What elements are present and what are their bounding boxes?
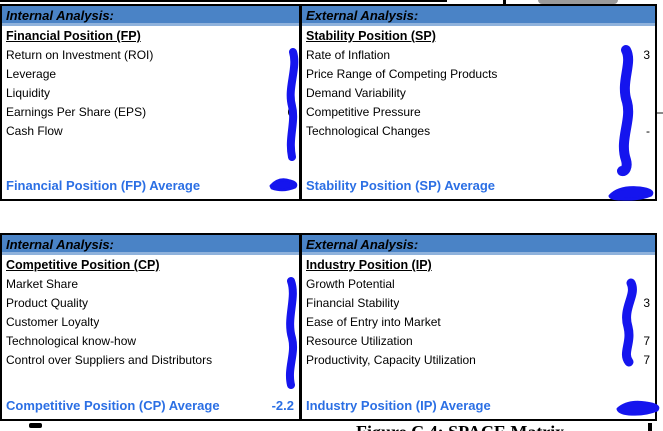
quadrant-industry-position: External Analysis: Industry Position (IP… [302, 235, 655, 419]
factor-value: 3 [643, 48, 650, 62]
factor-value [636, 65, 650, 84]
factor-label: Technological know-how [6, 334, 137, 348]
quadrant-competitive-position: Internal Analysis: Competitive Position … [2, 235, 302, 419]
factor-value: 3 [643, 296, 650, 310]
factor-value: - [290, 334, 294, 348]
fp-subheader: Financial Position (FP) [6, 29, 141, 43]
factor-label: Growth Potential [306, 277, 395, 291]
ip-subheader: Industry Position (IP) [306, 258, 432, 272]
factor-value: - [290, 296, 294, 310]
clipped-scrollbar-fragment [538, 0, 618, 4]
factor-row: Leverage [6, 65, 294, 84]
factor-row: Market Share - [6, 275, 294, 294]
factor-row: Customer Loyalty - [6, 313, 294, 332]
clipped-top-tick-fragment [503, 0, 506, 7]
ip-average-row: Industry Position (IP) Average [306, 395, 650, 419]
factor-label: Control over Suppliers and Distributors [6, 353, 213, 367]
factor-label: Competitive Pressure [306, 105, 421, 119]
factor-row: Ease of Entry into Market [306, 313, 650, 332]
internal-analysis-header: Internal Analysis: [2, 235, 299, 255]
average-label: Competitive Position (CP) Average [6, 398, 220, 413]
factor-row: Financial Stability 3 [306, 294, 650, 313]
factor-value [280, 65, 294, 84]
factor-label: Technological Changes [306, 124, 431, 138]
factor-row: Technological know-how - [6, 332, 294, 351]
factor-row: Control over Suppliers and Distributors … [6, 351, 294, 370]
space-matrix-table-bottom: Internal Analysis: Competitive Position … [0, 233, 657, 421]
figure-caption: Figure C.4: SPACE Matrix [356, 422, 564, 431]
factor-row: Product Quality - [6, 294, 294, 313]
space-matrix-table-top: Internal Analysis: Financial Position (F… [0, 4, 657, 201]
factor-row: Growth Potential [306, 275, 650, 294]
factor-label: Leverage [6, 67, 57, 81]
sp-subheader: Stability Position (SP) [306, 29, 436, 43]
average-label: Industry Position (IP) Average [306, 398, 491, 413]
factor-label: Ease of Entry into Market [306, 315, 441, 329]
factor-value: 7 [643, 334, 650, 348]
factor-row: Return on Investment (ROI) [6, 46, 294, 65]
factor-row: Demand Variability [306, 84, 650, 103]
factor-value: - [290, 315, 294, 329]
factor-value: - [290, 277, 294, 291]
average-label: Stability Position (SP) Average [306, 178, 496, 193]
factor-label: Product Quality [6, 296, 89, 310]
factor-label: Productivity, Capacity Utilization [306, 353, 476, 367]
factor-value [636, 84, 650, 103]
factor-value [636, 103, 650, 122]
factor-row: Price Range of Competing Products [306, 65, 650, 84]
factor-row: Cash Flow 1 [6, 122, 294, 141]
factor-value: 6 [287, 105, 294, 119]
factor-value [280, 46, 294, 65]
factor-value [636, 275, 650, 294]
factor-value: 4 [287, 86, 294, 100]
average-value: -2.2 [271, 398, 294, 413]
factor-row: Liquidity 4 [6, 84, 294, 103]
factor-row: Earnings Per Share (EPS) 6 [6, 103, 294, 122]
stray-ink-mark-left [29, 423, 42, 428]
factor-label: Customer Loyalty [6, 315, 100, 329]
factor-value: - [646, 124, 650, 138]
factor-label: Cash Flow [6, 124, 63, 138]
factor-label: Return on Investment (ROI) [6, 48, 154, 62]
external-analysis-header: External Analysis: [302, 235, 655, 255]
factor-label: Liquidity [6, 86, 51, 100]
factor-row: Competitive Pressure [306, 103, 650, 122]
factor-value: - [290, 353, 294, 367]
cp-average-row: Competitive Position (CP) Average -2.2 [6, 395, 294, 419]
factor-label: Financial Stability [306, 296, 400, 310]
factor-row: Resource Utilization 7 [306, 332, 650, 351]
factor-value [636, 313, 650, 332]
factor-row: Productivity, Capacity Utilization 7 [306, 351, 650, 370]
factor-row: Rate of Inflation 3 [306, 46, 650, 65]
stray-ink-mark-right [648, 423, 652, 431]
factor-label: Demand Variability [306, 86, 406, 100]
factor-label: Rate of Inflation [306, 48, 391, 62]
cp-subheader: Competitive Position (CP) [6, 258, 160, 272]
quadrant-financial-position: Internal Analysis: Financial Position (F… [2, 6, 302, 199]
sp-average-row: Stability Position (SP) Average [306, 175, 650, 199]
average-label: Financial Position (FP) Average [6, 178, 201, 193]
clipped-top-border-fragment [0, 0, 447, 2]
callout-line-fragment [655, 112, 663, 114]
factor-value: 1 [287, 124, 294, 138]
factor-row: Technological Changes - [306, 122, 650, 141]
external-analysis-header: External Analysis: [302, 6, 655, 26]
fp-average-row: Financial Position (FP) Average [6, 175, 294, 199]
internal-analysis-header: Internal Analysis: [2, 6, 299, 26]
factor-label: Market Share [6, 277, 79, 291]
factor-value: 7 [643, 353, 650, 367]
factor-label: Resource Utilization [306, 334, 413, 348]
factor-label: Earnings Per Share (EPS) [6, 105, 147, 119]
factor-label: Price Range of Competing Products [306, 67, 498, 81]
quadrant-stability-position: External Analysis: Stability Position (S… [302, 6, 655, 199]
